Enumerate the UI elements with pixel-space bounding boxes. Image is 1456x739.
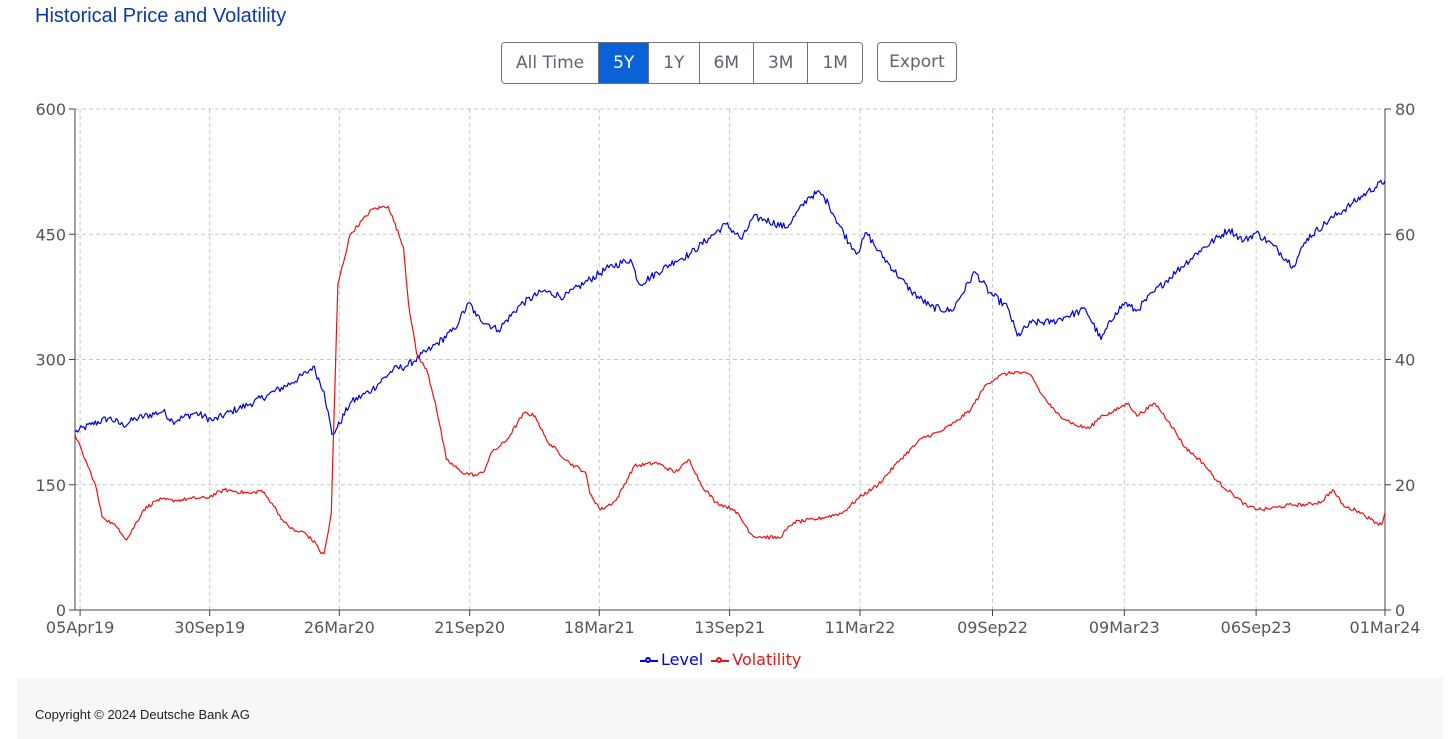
x-tick-label: 26Mar20: [304, 618, 375, 637]
series-line-volatility: [74, 205, 1386, 555]
x-tick-label: 18Mar21: [564, 618, 635, 637]
x-tick-label: 06Sep23: [1221, 618, 1292, 637]
x-tick-label: 21Sep20: [434, 618, 505, 637]
range-selector: All Time 5Y 1Y 6M 3M 1M: [501, 42, 863, 84]
legend-label-volatility: Volatility: [732, 650, 802, 669]
legend-swatch-level: [640, 655, 658, 665]
legend: Level Volatility: [640, 650, 809, 669]
y-right-tick-label: 60: [1395, 225, 1415, 244]
y-right-tick-label: 0: [1395, 601, 1405, 620]
legend-item-volatility[interactable]: Volatility: [711, 650, 801, 669]
x-tick-label: 01Mar24: [1350, 618, 1421, 637]
range-button-6m[interactable]: 6M: [699, 43, 754, 83]
copyright-text: Copyright © 2024 Deutsche Bank AG: [35, 707, 250, 722]
legend-swatch-volatility: [711, 655, 730, 665]
y-left-tick-label: 150: [35, 476, 66, 495]
range-button-3m[interactable]: 3M: [753, 43, 809, 83]
y-left-tick-label: 0: [56, 601, 66, 620]
range-button-1m[interactable]: 1M: [808, 43, 862, 83]
y-right-tick-label: 40: [1395, 351, 1415, 370]
range-button-all-time[interactable]: All Time: [502, 43, 600, 83]
range-button-5y[interactable]: 5Y: [599, 43, 650, 83]
x-tick-label: 11Mar22: [825, 618, 896, 637]
price-volatility-chart: 0 150 300 450 600 0 20 40 60 80 05Apr19 30Sep19 26Ma…: [35, 100, 1420, 637]
y-left-tick-label: 450: [35, 225, 66, 244]
grid: [75, 108, 1385, 610]
y-left-tick-label: 600: [35, 100, 66, 119]
axes: 0 150 300 450 600 0 20 40 60 80 05Apr19 30Sep19 26Ma…: [35, 100, 1420, 637]
x-tick-label: 13Sep21: [694, 618, 765, 637]
export-button[interactable]: Export: [877, 42, 957, 82]
series-lines: [74, 179, 1386, 555]
x-tick-label: 09Mar23: [1089, 618, 1160, 637]
range-button-1y[interactable]: 1Y: [649, 43, 700, 83]
y-right-tick-label: 80: [1395, 100, 1415, 119]
y-right-tick-label: 20: [1395, 476, 1415, 495]
legend-item-level[interactable]: Level: [640, 650, 703, 669]
footer: Copyright © 2024 Deutsche Bank AG: [17, 678, 1443, 739]
legend-label-level: Level: [661, 650, 704, 669]
x-tick-label: 30Sep19: [174, 618, 245, 637]
x-tick-label: 09Sep22: [957, 618, 1028, 637]
x-tick-label: 05Apr19: [46, 618, 114, 637]
page-title: Historical Price and Volatility: [35, 5, 287, 27]
y-left-tick-label: 300: [35, 351, 66, 370]
series-line-level: [74, 179, 1386, 436]
